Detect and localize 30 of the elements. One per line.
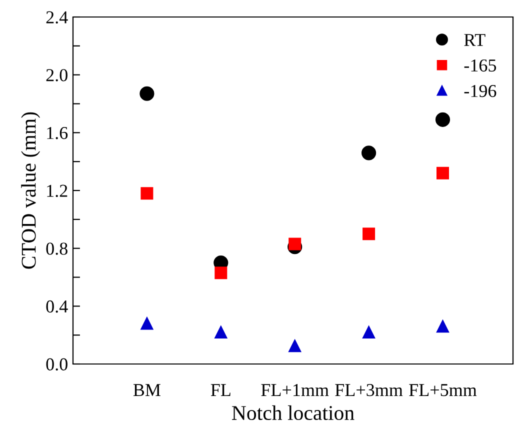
legend-label: -165 (464, 59, 496, 72)
y-tick-label: 1.6 (47, 126, 68, 140)
point (214, 266, 228, 280)
point (362, 146, 376, 160)
y-tick-label: 0.8 (46, 242, 68, 255)
y-tick-label: 0.0 (46, 358, 68, 371)
x-axis-title: Notch location (232, 405, 354, 420)
y-axis-title: CTOD value (mm) (21, 112, 40, 269)
point (140, 86, 154, 101)
x-tick-label: BM (133, 384, 160, 396)
point (362, 228, 376, 240)
y-tick-label: 1.2 (47, 184, 68, 198)
point (436, 166, 449, 180)
point (436, 320, 449, 333)
y-tick-label: 0.4 (46, 300, 68, 313)
point (288, 238, 302, 250)
point (362, 326, 376, 338)
x-tick-label: FL (210, 384, 230, 396)
x-tick-label: FL+3mm (335, 384, 403, 396)
point (140, 317, 154, 330)
x-tick-label: FL+1mm (261, 384, 329, 396)
y-tick-label: 2.4 (46, 11, 68, 24)
point (435, 112, 450, 127)
legend-label: -196 (464, 84, 496, 98)
point (140, 187, 154, 200)
y-tick-label: 2.0 (46, 69, 68, 82)
point (214, 326, 228, 338)
legend-label: RT (464, 34, 486, 46)
x-tick-label: FL+5mm (409, 384, 477, 396)
point (288, 340, 302, 352)
